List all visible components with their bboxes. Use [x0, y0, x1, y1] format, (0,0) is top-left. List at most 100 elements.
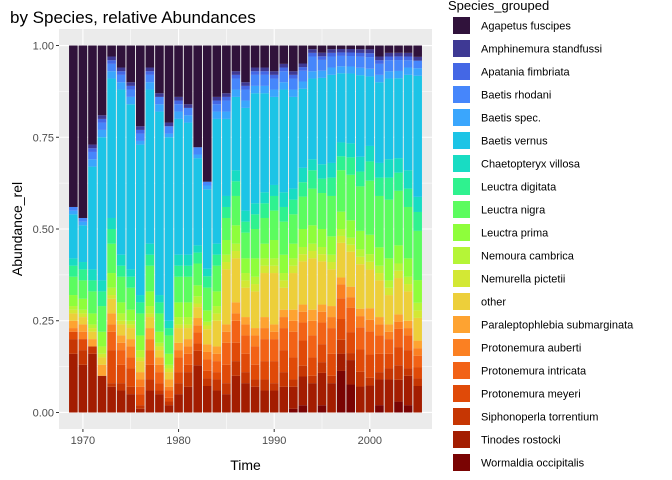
bar-segment — [403, 328, 413, 336]
bar-segment — [413, 340, 422, 349]
bar-segment — [384, 295, 394, 325]
bar-segment — [155, 390, 164, 395]
bar-segment — [413, 367, 422, 379]
bar-segment — [260, 45, 269, 68]
bar-segment — [174, 324, 183, 329]
bar-segment — [413, 230, 422, 281]
bar-segment — [183, 254, 193, 266]
bar-segment — [365, 68, 375, 77]
bar-segment — [193, 307, 202, 319]
bar-segment — [135, 350, 145, 358]
bar-segment — [279, 254, 289, 274]
bar-segment — [289, 331, 298, 358]
bar-segment — [107, 295, 116, 299]
bar-segment — [69, 313, 78, 321]
bar-segment — [413, 60, 422, 69]
bar-segment — [164, 401, 174, 406]
bar-segment — [298, 405, 308, 413]
bar-segment — [126, 287, 136, 310]
bar-segment — [126, 85, 136, 90]
bar-segment — [394, 70, 403, 79]
bar-segment — [308, 159, 317, 171]
bar-segment — [317, 405, 327, 413]
bar-segment — [403, 67, 413, 75]
bar-segment — [403, 170, 413, 189]
bar-segment — [279, 89, 289, 193]
bar-segment — [394, 379, 403, 402]
bar-segment — [231, 78, 241, 90]
bar-segment — [413, 348, 422, 356]
x-tick-label: 1970 — [71, 435, 95, 447]
legend-key — [453, 132, 470, 149]
bar-segment — [346, 66, 356, 74]
bar-segment — [327, 375, 336, 384]
bar-segment — [413, 378, 422, 387]
bar-segment — [135, 302, 145, 314]
bar-segment — [327, 269, 336, 307]
bar-segment — [241, 372, 250, 384]
bar-segment — [97, 331, 107, 347]
legend-label: Leuctra nigra — [481, 205, 546, 217]
bar-segment — [183, 386, 193, 413]
bar-segment — [317, 45, 327, 53]
bar-segment — [107, 45, 116, 57]
bar-segment — [231, 96, 241, 171]
bar-segment — [145, 291, 155, 307]
bar-segment — [327, 67, 336, 75]
bar-segment — [269, 78, 279, 90]
bar-segment — [260, 192, 269, 204]
bar-segment — [346, 251, 356, 287]
bar-segment — [365, 57, 375, 69]
bar-segment — [346, 307, 356, 333]
bar-segment — [202, 287, 212, 311]
bar-segment — [155, 350, 164, 358]
bar-segment — [212, 100, 222, 105]
bar-segment — [241, 353, 250, 373]
bar-segment — [346, 157, 356, 175]
bar-segment — [365, 254, 375, 262]
bar-segment — [355, 45, 365, 50]
bar-segment — [135, 129, 145, 134]
bar-segment — [260, 217, 269, 244]
bar-segment — [384, 331, 394, 340]
bar-segment — [241, 258, 250, 274]
bar-segment — [260, 361, 269, 380]
bar-segment — [78, 350, 88, 365]
bar-segment — [269, 324, 279, 332]
bar-segment — [317, 164, 327, 179]
bar-segment — [298, 88, 308, 168]
bar-segment — [231, 361, 241, 376]
bar-segment — [145, 254, 155, 266]
bar-segment — [174, 372, 183, 384]
bar-segment — [394, 158, 403, 173]
bar-segment — [126, 346, 136, 358]
bar-segment — [126, 269, 136, 277]
bar-segment — [279, 82, 289, 90]
bar-segment — [241, 45, 250, 83]
bar-segment — [260, 93, 269, 193]
bar-segment — [155, 394, 164, 413]
bar-segment — [241, 221, 250, 233]
bar-segment — [202, 181, 212, 186]
bar-segment — [403, 368, 413, 376]
bar-segment — [193, 252, 202, 264]
bar-segment — [269, 184, 279, 196]
bar-segment — [365, 45, 375, 50]
bar-segment — [135, 295, 145, 303]
bar-segment — [365, 145, 375, 162]
axes: 0.00 0.25 0.50 0.75 1.00 1970 1980 1990 2000 — [33, 41, 382, 447]
bar-segment — [346, 220, 356, 238]
bar-segment — [183, 265, 193, 277]
bar-segment — [308, 258, 317, 310]
bar-segment — [365, 261, 375, 270]
bar-segment — [126, 45, 136, 83]
bar-segment — [155, 313, 164, 332]
bar-segment — [135, 394, 145, 406]
bar-segment — [212, 372, 222, 380]
bar-segment — [183, 104, 193, 108]
bar-segment — [289, 309, 298, 321]
bar-segment — [298, 246, 308, 255]
bar-segment — [135, 386, 145, 395]
bar-segment — [260, 265, 269, 274]
legend-label: Nemurella pictetii — [481, 274, 565, 286]
